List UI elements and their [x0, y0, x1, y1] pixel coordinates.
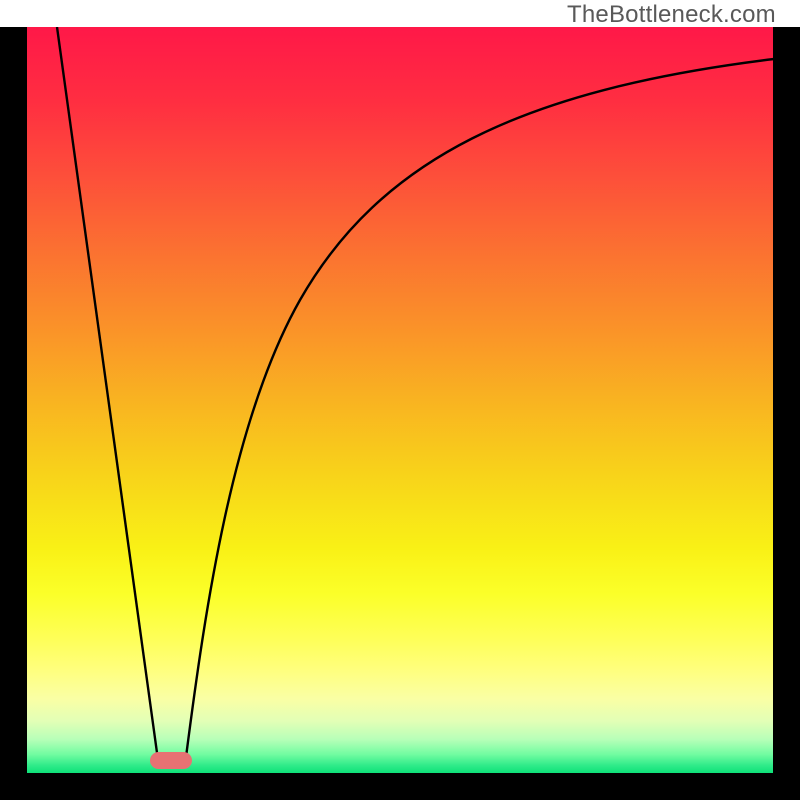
chart-stage: TheBottleneck.com [0, 0, 800, 800]
curve-layer [27, 27, 773, 773]
optimum-marker [150, 752, 192, 769]
left-v-line [57, 27, 158, 760]
frame-left [0, 27, 27, 800]
frame-bottom [0, 773, 800, 800]
plot-area [27, 27, 773, 773]
frame-right [773, 27, 800, 800]
watermark-text: TheBottleneck.com [567, 1, 776, 29]
right-v-curve [186, 59, 773, 757]
